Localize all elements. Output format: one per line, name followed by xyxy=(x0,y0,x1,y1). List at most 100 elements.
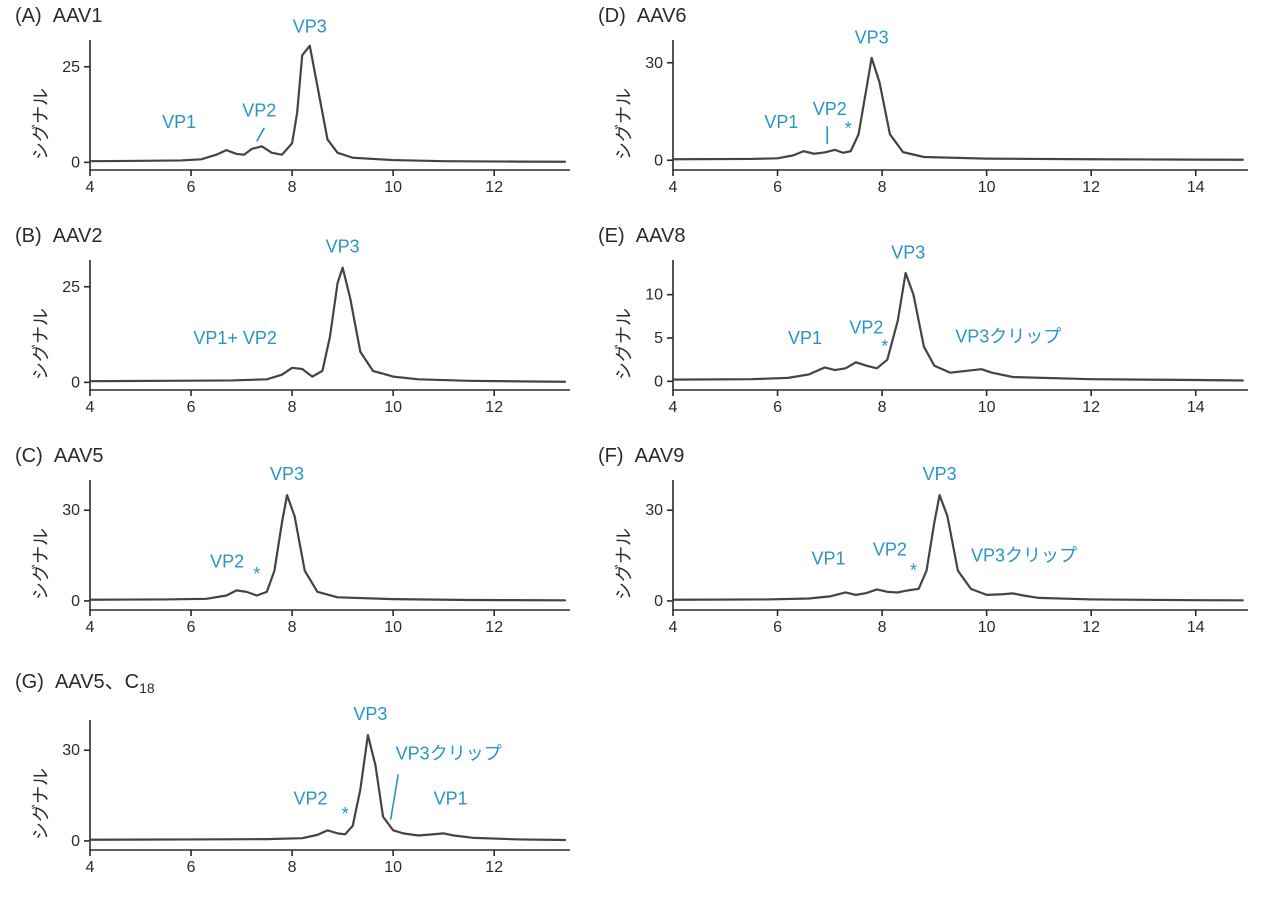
chromatogram-B: 4681012025VP1+ VP2VP3 xyxy=(15,225,575,425)
x-tick-label: 12 xyxy=(1082,399,1100,416)
peak-label: VP1 xyxy=(162,112,196,132)
panel-name: AAV2 xyxy=(53,225,103,247)
x-tick-label: 4 xyxy=(669,399,678,416)
chromatogram-C: 4681012030VP2*VP3 xyxy=(15,445,575,645)
x-tick-label: 8 xyxy=(288,619,297,636)
x-tick-label: 10 xyxy=(384,179,402,196)
chromatogram-A: 4681012025VP1VP2VP3 xyxy=(15,5,575,205)
panel-B: (B) AAV2シグナル4681012025VP1+ VP2VP3 xyxy=(15,225,575,425)
peak-label: VP2 xyxy=(293,789,327,809)
x-tick-label: 14 xyxy=(1187,399,1205,416)
signal-trace xyxy=(90,495,565,600)
chromatogram-F: 468101214030VP1VP2*VP3VP3クリップ xyxy=(598,445,1258,645)
y-axis-label: シグナル xyxy=(27,528,53,600)
peak-label: VP3 xyxy=(353,704,387,724)
annotation-line xyxy=(257,128,265,141)
y-axis-label: シグナル xyxy=(610,88,636,160)
y-axis-label: シグナル xyxy=(27,308,53,380)
x-tick-label: 8 xyxy=(878,399,887,416)
y-axis-label: シグナル xyxy=(27,88,53,160)
y-tick-label: 30 xyxy=(645,55,663,72)
peak-label: VP1 xyxy=(788,328,822,348)
y-tick-label: 0 xyxy=(654,373,663,390)
peak-label: VP3 xyxy=(923,464,957,484)
panel-name: AAV6 xyxy=(637,5,687,27)
x-tick-label: 10 xyxy=(978,399,996,416)
peak-label: VP2 xyxy=(873,540,907,560)
peak-label: VP1 xyxy=(764,112,798,132)
peak-label: VP3クリップ xyxy=(955,326,1061,346)
peak-label: VP3 xyxy=(270,464,304,484)
x-tick-label: 10 xyxy=(384,619,402,636)
panel-name: AAV5、C xyxy=(55,671,139,693)
y-axis-label: シグナル xyxy=(610,528,636,600)
peak-label: * xyxy=(342,804,349,824)
peak-label: VP2 xyxy=(813,99,847,119)
y-tick-label: 30 xyxy=(62,742,80,759)
x-tick-label: 6 xyxy=(187,179,196,196)
x-tick-label: 14 xyxy=(1187,179,1205,196)
x-tick-label: 8 xyxy=(878,619,887,636)
x-tick-label: 4 xyxy=(86,179,95,196)
x-tick-label: 8 xyxy=(288,399,297,416)
panel-title-G: (G) AAV5、C18 xyxy=(15,665,155,696)
x-tick-label: 6 xyxy=(187,859,196,876)
x-tick-label: 4 xyxy=(86,859,95,876)
signal-trace xyxy=(90,268,565,382)
x-tick-label: 6 xyxy=(773,179,782,196)
panel-letter: (G) xyxy=(15,671,55,693)
x-tick-label: 4 xyxy=(86,399,95,416)
x-tick-label: 12 xyxy=(1082,619,1100,636)
peak-label: VP3 xyxy=(326,236,360,256)
chromatogram-D: 468101214030VP1VP2*VP3 xyxy=(598,5,1258,205)
panel-name: AAV1 xyxy=(53,5,103,27)
x-tick-label: 8 xyxy=(878,179,887,196)
x-tick-label: 10 xyxy=(384,859,402,876)
x-tick-label: 14 xyxy=(1187,619,1205,636)
x-tick-label: 8 xyxy=(288,179,297,196)
panel-title-A: (A) AAV1 xyxy=(15,5,102,28)
panel-letter: (B) xyxy=(15,225,53,247)
panel-letter: (F) xyxy=(598,445,635,467)
signal-trace xyxy=(673,495,1243,600)
y-tick-label: 0 xyxy=(71,593,80,610)
y-tick-label: 30 xyxy=(645,502,663,519)
panel-name: AAV8 xyxy=(636,225,686,247)
panel-name: AAV5 xyxy=(54,445,104,467)
panel-title-E: (E) AAV8 xyxy=(598,225,685,248)
panel-name: AAV9 xyxy=(635,445,685,467)
panel-letter: (E) xyxy=(598,225,636,247)
y-tick-label: 0 xyxy=(71,154,80,171)
panel-C: (C) AAV5シグナル4681012030VP2*VP3 xyxy=(15,445,575,645)
x-tick-label: 12 xyxy=(1082,179,1100,196)
y-tick-label: 25 xyxy=(62,59,80,76)
panel-A: (A) AAV1シグナル4681012025VP1VP2VP3 xyxy=(15,5,575,205)
peak-label: VP3 xyxy=(891,242,925,262)
peak-label: VP1 xyxy=(434,789,468,809)
peak-label: * xyxy=(253,564,260,584)
x-tick-label: 6 xyxy=(187,399,196,416)
signal-trace xyxy=(673,58,1243,160)
y-tick-label: 0 xyxy=(71,833,80,850)
peak-label: VP2 xyxy=(210,552,244,572)
panel-E: (E) AAV8シグナル4681012140510VP1VP2*VP3VP3クリ… xyxy=(598,225,1258,425)
panel-title-C: (C) AAV5 xyxy=(15,445,104,468)
signal-trace xyxy=(90,46,565,162)
peak-label: VP3 xyxy=(293,16,327,36)
peak-label: VP2 xyxy=(849,318,883,338)
chromatogram-E: 4681012140510VP1VP2*VP3VP3クリップ xyxy=(598,225,1258,425)
peak-label: VP3クリップ xyxy=(396,743,502,763)
y-tick-label: 5 xyxy=(654,330,663,347)
peak-label: VP3 xyxy=(855,27,889,47)
y-tick-label: 0 xyxy=(654,593,663,610)
peak-label: * xyxy=(845,118,852,138)
annotation-line xyxy=(391,774,399,819)
figure-grid: (A) AAV1 シグナル 4 6 8 10 12 0 25 VP1 VP2 VP3 (B) AAV2 シ… xyxy=(0,0,1280,902)
panel-G: (G) AAV5、C18シグナル4681012030VP2*VP3VP3クリップ… xyxy=(15,665,575,885)
peak-label: VP1 xyxy=(811,549,845,569)
x-tick-label: 10 xyxy=(384,399,402,416)
y-axis-label: シグナル xyxy=(610,308,636,380)
peak-label: VP3クリップ xyxy=(971,546,1077,566)
x-tick-label: 12 xyxy=(485,859,503,876)
x-tick-label: 8 xyxy=(288,859,297,876)
